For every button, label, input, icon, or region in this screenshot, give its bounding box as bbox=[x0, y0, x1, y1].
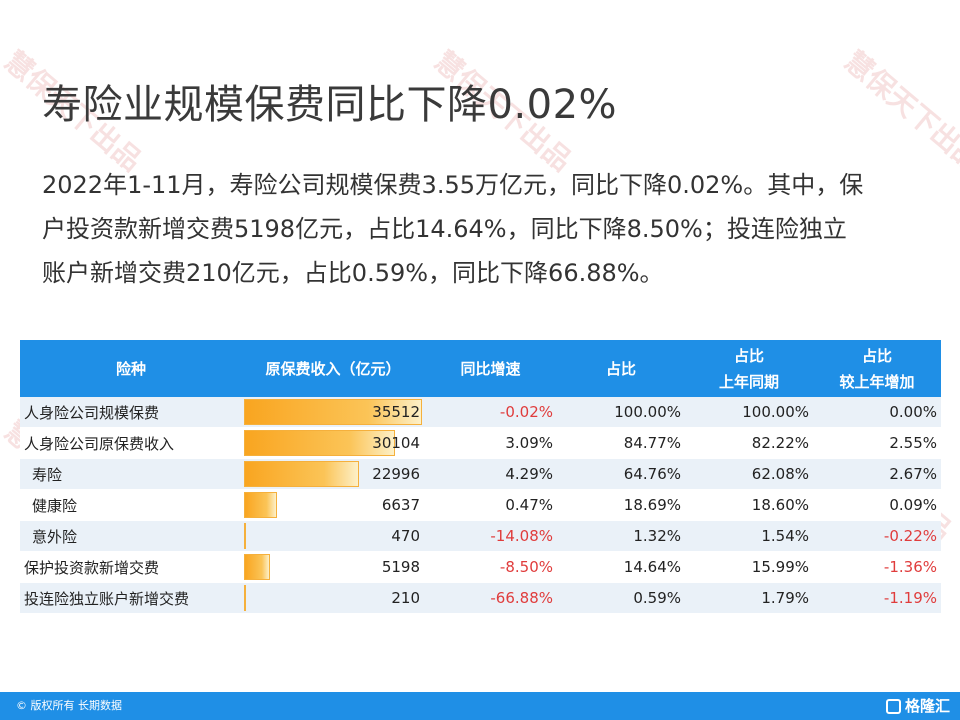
cell-yoy: -14.08% bbox=[424, 520, 557, 552]
cell-share-change: 0.00% bbox=[813, 397, 941, 428]
cell-yoy: -0.02% bbox=[424, 397, 557, 428]
table-row: 保护投资款新增交费 5198 -8.50% 14.64% 15.99% -1.36% bbox=[20, 551, 941, 583]
cell-income: 470 bbox=[242, 520, 424, 552]
header-share-change-line2: 较上年增加 bbox=[839, 372, 915, 391]
income-bar bbox=[244, 399, 422, 425]
table-row: 人身险公司规模保费 35512 -0.02% 100.00% 100.00% 0.00% bbox=[20, 397, 941, 428]
table-row: 健康险 6637 0.47% 18.69% 18.60% 0.09% bbox=[20, 489, 941, 521]
cell-share-change: 0.09% bbox=[813, 489, 941, 521]
header-yoy: 同比增速 bbox=[424, 340, 557, 397]
cell-type: 意外险 bbox=[20, 520, 242, 552]
header-type: 险种 bbox=[20, 340, 242, 397]
cell-share: 1.32% bbox=[557, 520, 685, 552]
cell-income: 6637 bbox=[242, 489, 424, 521]
income-bar bbox=[244, 492, 278, 518]
cell-type: 人身险公司规模保费 bbox=[20, 397, 242, 428]
table-row: 意外险 470 -14.08% 1.32% 1.54% -0.22% bbox=[20, 520, 941, 552]
cell-type: 健康险 bbox=[20, 489, 242, 521]
header-income: 原保费收入（亿元） bbox=[242, 340, 424, 397]
cell-share-last-year: 62.08% bbox=[685, 458, 813, 490]
cell-yoy: 4.29% bbox=[424, 458, 557, 490]
cell-yoy: -66.88% bbox=[424, 582, 557, 614]
watermark: 慧保天下出品 bbox=[838, 44, 960, 178]
copyright-text: © 版权所有 长期数据 bbox=[16, 699, 122, 712]
income-value: 470 bbox=[391, 527, 420, 545]
cell-type: 人身险公司原保费收入 bbox=[20, 427, 242, 459]
cell-income: 5198 bbox=[242, 551, 424, 583]
table-row: 人身险公司原保费收入 30104 3.09% 84.77% 82.22% 2.55% bbox=[20, 427, 941, 459]
cell-share-last-year: 18.60% bbox=[685, 489, 813, 521]
header-share-last-year-line1: 占比 bbox=[733, 346, 764, 365]
summary-paragraph: 2022年1-11月，寿险公司规模保费3.55万亿元，同比下降0.02%。其中，… bbox=[42, 163, 924, 295]
header-share-change-line1: 占比 bbox=[861, 346, 892, 365]
income-value: 5198 bbox=[381, 558, 420, 576]
cell-type: 投连险独立账户新增交费 bbox=[20, 582, 242, 614]
cell-share-change: -0.22% bbox=[813, 520, 941, 552]
cell-share-last-year: 1.54% bbox=[685, 520, 813, 552]
cell-share-change: -1.36% bbox=[813, 551, 941, 583]
header-share-change: 占比 较上年增加 bbox=[813, 340, 941, 397]
header-share-last-year: 占比 上年同期 bbox=[685, 340, 813, 397]
summary-line: 2022年1-11月，寿险公司规模保费3.55万亿元，同比下降0.02%。其中，… bbox=[42, 171, 864, 199]
brand-logo: 格隆汇 bbox=[885, 692, 950, 720]
income-bar bbox=[244, 430, 395, 456]
cell-share: 0.59% bbox=[557, 582, 685, 614]
income-value: 35512 bbox=[372, 403, 420, 421]
income-bar bbox=[244, 585, 246, 611]
cell-share: 18.69% bbox=[557, 489, 685, 521]
cell-type: 保护投资款新增交费 bbox=[20, 551, 242, 583]
table-row: 投连险独立账户新增交费 210 -66.88% 0.59% 1.79% -1.19% bbox=[20, 582, 941, 614]
cell-share-change: -1.19% bbox=[813, 582, 941, 614]
summary-line: 户投资款新增交费5198亿元，占比14.64%，同比下降8.50%；投连险独立 bbox=[42, 215, 847, 243]
cell-share-last-year: 15.99% bbox=[685, 551, 813, 583]
cell-share-last-year: 82.22% bbox=[685, 427, 813, 459]
cell-yoy: -8.50% bbox=[424, 551, 557, 583]
income-value: 30104 bbox=[372, 434, 420, 452]
logo-text: 格隆汇 bbox=[904, 697, 950, 715]
income-bar bbox=[244, 523, 247, 549]
logo-icon bbox=[885, 699, 901, 714]
cell-share: 64.76% bbox=[557, 458, 685, 490]
income-bar bbox=[244, 461, 360, 487]
cell-share-change: 2.67% bbox=[813, 458, 941, 490]
cell-share: 14.64% bbox=[557, 551, 685, 583]
cell-share-last-year: 100.00% bbox=[685, 397, 813, 428]
cell-share: 100.00% bbox=[557, 397, 685, 428]
page-title: 寿险业规模保费同比下降0.02% bbox=[42, 82, 618, 128]
income-value: 6637 bbox=[381, 496, 420, 514]
header-share: 占比 bbox=[557, 340, 685, 397]
cell-income: 210 bbox=[242, 582, 424, 614]
cell-income: 22996 bbox=[242, 458, 424, 490]
cell-share-last-year: 1.79% bbox=[685, 582, 813, 614]
summary-line: 账户新增交费210亿元，占比0.59%，同比下降66.88%。 bbox=[42, 259, 664, 287]
income-bar bbox=[244, 554, 271, 580]
cell-type: 寿险 bbox=[20, 458, 242, 490]
cell-share: 84.77% bbox=[557, 427, 685, 459]
cell-yoy: 3.09% bbox=[424, 427, 557, 459]
header-share-last-year-line2: 上年同期 bbox=[718, 372, 779, 391]
footer-bar: © 版权所有 长期数据 格隆汇 bbox=[0, 692, 960, 720]
table-row: 寿险 22996 4.29% 64.76% 62.08% 2.67% bbox=[20, 458, 941, 490]
income-value: 210 bbox=[391, 589, 420, 607]
cell-income: 30104 bbox=[242, 427, 424, 459]
cell-income: 35512 bbox=[242, 397, 424, 428]
premium-table: 险种 原保费收入（亿元） 同比增速 占比 占比 上年同期 占比 较上年增加 人身… bbox=[20, 340, 941, 614]
cell-share-change: 2.55% bbox=[813, 427, 941, 459]
table-header-row: 险种 原保费收入（亿元） 同比增速 占比 占比 上年同期 占比 较上年增加 bbox=[20, 340, 941, 397]
income-value: 22996 bbox=[372, 465, 420, 483]
cell-yoy: 0.47% bbox=[424, 489, 557, 521]
